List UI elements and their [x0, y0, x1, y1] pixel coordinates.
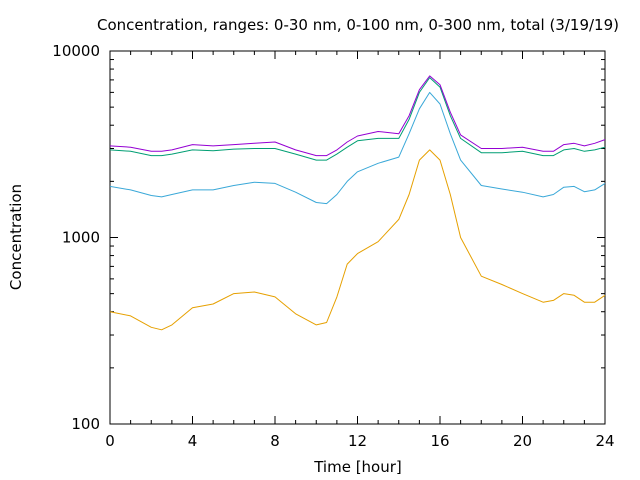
series-lines	[109, 75, 606, 331]
x-axis-label: Time [hour]	[313, 458, 402, 476]
x-tick-label: 8	[270, 432, 280, 450]
y-tick-label: 10000	[52, 42, 100, 60]
x-tick-label: 20	[513, 432, 532, 450]
y-tick-label: 100	[71, 415, 100, 433]
series-line-2	[109, 91, 606, 205]
x-tick-label: 0	[105, 432, 115, 450]
series-line-1	[109, 149, 606, 331]
y-tick-label: 1000	[62, 229, 100, 247]
y-axis-ticks: 100 1000 10000	[52, 42, 605, 433]
series-line-3	[109, 77, 606, 161]
plot-frame	[109, 50, 606, 425]
x-axis-ticks: 0 4 8 12 16 20 24	[105, 51, 615, 450]
series-line-4	[109, 75, 606, 157]
x-tick-label: 12	[348, 432, 367, 450]
x-tick-label: 4	[188, 432, 198, 450]
x-tick-label: 16	[430, 432, 449, 450]
x-tick-label: 24	[595, 432, 614, 450]
minor-ticks	[110, 51, 605, 424]
y-axis-label: Concentration	[7, 184, 25, 290]
chart-title: Concentration, ranges: 0-30 nm, 0-100 nm…	[97, 16, 619, 34]
